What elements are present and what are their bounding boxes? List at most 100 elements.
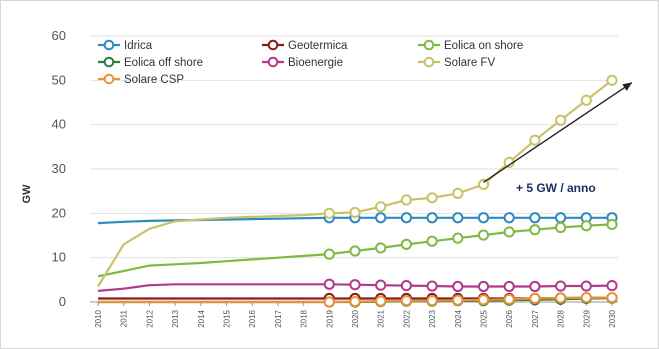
- x-tick-label: 2020: [351, 309, 360, 327]
- legend: Idrica Geotermica Eolica on shore Eolica of…: [98, 39, 523, 86]
- x-tick-label: 2012: [145, 309, 154, 327]
- data-point: [555, 292, 567, 304]
- data-point: [323, 248, 335, 260]
- legend-label: Eolica on shore: [444, 40, 523, 52]
- data-point: [477, 212, 490, 224]
- data-point: [580, 280, 592, 292]
- data-point: [529, 134, 541, 146]
- data-point: [606, 279, 618, 292]
- data-point: [503, 280, 515, 293]
- x-tick-label: 2011: [120, 309, 129, 327]
- y-tick-label: 10: [52, 250, 66, 265]
- legend-label: Geotermica: [288, 40, 348, 52]
- legend-label: Idrica: [124, 40, 153, 52]
- data-point: [503, 212, 515, 224]
- legend-label: Eolica off shore: [124, 57, 203, 69]
- data-point: [426, 192, 438, 204]
- data-point: [529, 224, 541, 236]
- legend-label: Bioenergie: [288, 57, 343, 69]
- x-tick-label: 2016: [248, 309, 257, 327]
- data-point: [580, 94, 592, 106]
- legend-swatch-marker: [423, 39, 435, 51]
- data-point: [503, 293, 515, 305]
- series-layer: [97, 74, 618, 308]
- data-point: [452, 187, 464, 199]
- data-point: [349, 279, 361, 291]
- annotation-text: + 5 GW / anno: [516, 181, 596, 195]
- data-point: [375, 201, 387, 213]
- x-tick-label: 2021: [377, 309, 386, 327]
- x-tick-label: 2023: [428, 309, 437, 327]
- data-point: [400, 212, 412, 224]
- data-point: [349, 295, 361, 308]
- data-point: [349, 206, 361, 219]
- data-point: [580, 220, 592, 232]
- data-point: [503, 226, 515, 238]
- data-point: [400, 295, 412, 307]
- data-point: [323, 207, 335, 219]
- x-tick-label: 2018: [300, 309, 309, 327]
- x-tick-label: 2024: [454, 309, 463, 327]
- legend-label: Solare CSP: [124, 74, 184, 86]
- data-point: [529, 212, 541, 224]
- x-tick-label: 2030: [608, 309, 617, 327]
- x-tick-label: 2022: [402, 309, 411, 327]
- data-point: [426, 280, 438, 292]
- x-tick-label: 2010: [94, 309, 103, 327]
- data-point: [555, 212, 567, 224]
- data-point: [606, 74, 618, 86]
- x-tick-label: 2026: [505, 309, 514, 327]
- annotation-arrow: [483, 81, 633, 183]
- annotation-arrowhead: [622, 82, 632, 91]
- x-tick-label: 2019: [325, 309, 334, 327]
- data-point: [555, 114, 567, 126]
- x-tick-label: 2017: [274, 309, 283, 327]
- data-point: [555, 280, 567, 292]
- y-tick-label: 60: [52, 28, 66, 43]
- y-tick-label: 50: [52, 72, 66, 87]
- data-point: [426, 235, 438, 247]
- data-point: [529, 292, 541, 305]
- data-point: [400, 279, 412, 292]
- data-point: [400, 238, 412, 250]
- x-tick-label: 2029: [582, 309, 591, 327]
- y-tick-label: 30: [52, 161, 66, 176]
- legend-swatch-marker: [423, 56, 435, 68]
- data-point: [375, 242, 387, 254]
- data-point: [426, 295, 438, 307]
- data-point: [426, 212, 438, 224]
- data-point: [452, 212, 464, 224]
- x-tick-label: 2015: [223, 309, 232, 327]
- legend-swatch-marker: [103, 56, 115, 68]
- x-tick-label: 2014: [197, 309, 206, 327]
- y-tick-label: 0: [59, 294, 66, 309]
- data-point: [323, 296, 335, 308]
- data-point: [452, 294, 464, 306]
- data-point: [375, 212, 387, 224]
- x-tick-label: 2013: [171, 309, 180, 327]
- data-point: [477, 280, 490, 293]
- legend-swatch-marker: [103, 73, 115, 85]
- data-point: [529, 280, 541, 293]
- legend-swatch-marker: [267, 39, 279, 51]
- x-tick-label: 2027: [531, 309, 540, 327]
- data-point: [323, 278, 335, 290]
- annotation-layer: + 5 GW / anno: [483, 81, 633, 195]
- y-tick-label: 20: [52, 205, 66, 220]
- data-point: [477, 178, 490, 191]
- data-point: [375, 295, 387, 307]
- legend-swatch-marker: [103, 39, 115, 51]
- legend-label: Solare FV: [444, 57, 495, 69]
- data-point: [477, 229, 490, 241]
- data-point: [349, 245, 361, 257]
- x-tick-label: 2028: [557, 309, 566, 327]
- data-point: [375, 279, 387, 291]
- data-point: [606, 218, 618, 231]
- legend-swatch-marker: [267, 56, 279, 68]
- data-point: [555, 221, 567, 234]
- y-tick-label: 40: [52, 117, 66, 132]
- data-point: [452, 232, 464, 244]
- x-tick-label: 2025: [480, 309, 489, 327]
